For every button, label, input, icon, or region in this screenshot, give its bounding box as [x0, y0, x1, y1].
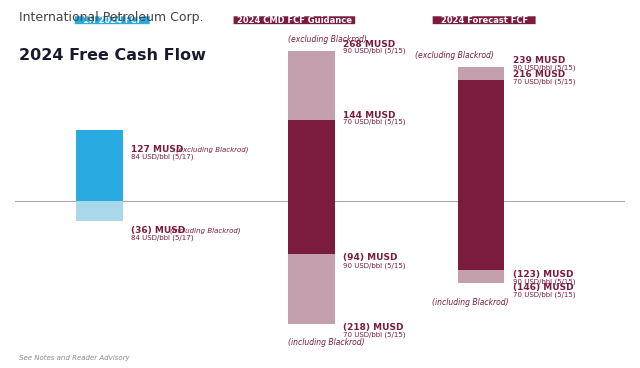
Text: 2024 CMD FCF Guidance: 2024 CMD FCF Guidance	[237, 16, 352, 25]
Text: 216 MUSD: 216 MUSD	[513, 70, 565, 79]
Text: 127 MUSD: 127 MUSD	[131, 145, 184, 154]
Text: 1H 2024 FCF: 1H 2024 FCF	[83, 16, 142, 25]
Bar	[458, 80, 504, 201]
Bar	[458, 67, 504, 80]
Bar	[288, 50, 335, 120]
Text: 2024 Free Cash Flow: 2024 Free Cash Flow	[19, 48, 206, 63]
Bar	[288, 120, 335, 201]
Text: 90 USD/bbl (5/15): 90 USD/bbl (5/15)	[343, 48, 406, 54]
Text: 84 USD/bbl (5/17): 84 USD/bbl (5/17)	[131, 234, 194, 241]
Text: (excluding Blackrod): (excluding Blackrod)	[175, 146, 248, 153]
Text: 90 USD/bbl (5/15): 90 USD/bbl (5/15)	[513, 278, 575, 285]
FancyBboxPatch shape	[433, 16, 536, 24]
Text: (36) MUSD: (36) MUSD	[131, 226, 186, 235]
Text: 70 USD/bbl (5/15): 70 USD/bbl (5/15)	[343, 119, 406, 125]
Bar	[458, 201, 504, 270]
Text: 144 MUSD: 144 MUSD	[343, 111, 396, 120]
Bar	[458, 270, 504, 283]
Text: 90 USD/bbl (5/15): 90 USD/bbl (5/15)	[343, 262, 406, 269]
FancyBboxPatch shape	[234, 16, 355, 24]
Bar	[288, 201, 335, 254]
Text: 84 USD/bbl (5/17): 84 USD/bbl (5/17)	[131, 153, 194, 160]
Text: (including Blackrod): (including Blackrod)	[432, 298, 509, 307]
Text: 268 MUSD: 268 MUSD	[343, 40, 396, 49]
Text: 70 USD/bbl (5/15): 70 USD/bbl (5/15)	[343, 332, 406, 338]
Text: (excluding Blackrod): (excluding Blackrod)	[288, 35, 367, 44]
Text: (146) MUSD: (146) MUSD	[513, 283, 573, 292]
Bar	[76, 201, 123, 222]
Text: See Notes and Reader Advisory: See Notes and Reader Advisory	[19, 354, 130, 361]
Text: (94) MUSD: (94) MUSD	[343, 254, 398, 262]
Text: International Petroleum Corp.: International Petroleum Corp.	[19, 11, 204, 24]
Bar	[288, 254, 335, 324]
Text: (218) MUSD: (218) MUSD	[343, 323, 404, 332]
Text: 70 USD/bbl (5/15): 70 USD/bbl (5/15)	[513, 78, 575, 85]
Text: 2024 Forecast FCF: 2024 Forecast FCF	[440, 16, 528, 25]
Text: (including Blackrod): (including Blackrod)	[288, 339, 365, 347]
Text: (123) MUSD: (123) MUSD	[513, 270, 573, 279]
Text: 90 USD/bbl (5/15): 90 USD/bbl (5/15)	[513, 64, 575, 71]
FancyBboxPatch shape	[75, 16, 150, 24]
Bar	[76, 130, 123, 201]
Text: 70 USD/bbl (5/15): 70 USD/bbl (5/15)	[513, 291, 575, 298]
Text: 239 MUSD: 239 MUSD	[513, 56, 565, 65]
Text: (including Blackrod): (including Blackrod)	[170, 227, 241, 234]
Text: (excluding Blackrod): (excluding Blackrod)	[415, 51, 494, 60]
